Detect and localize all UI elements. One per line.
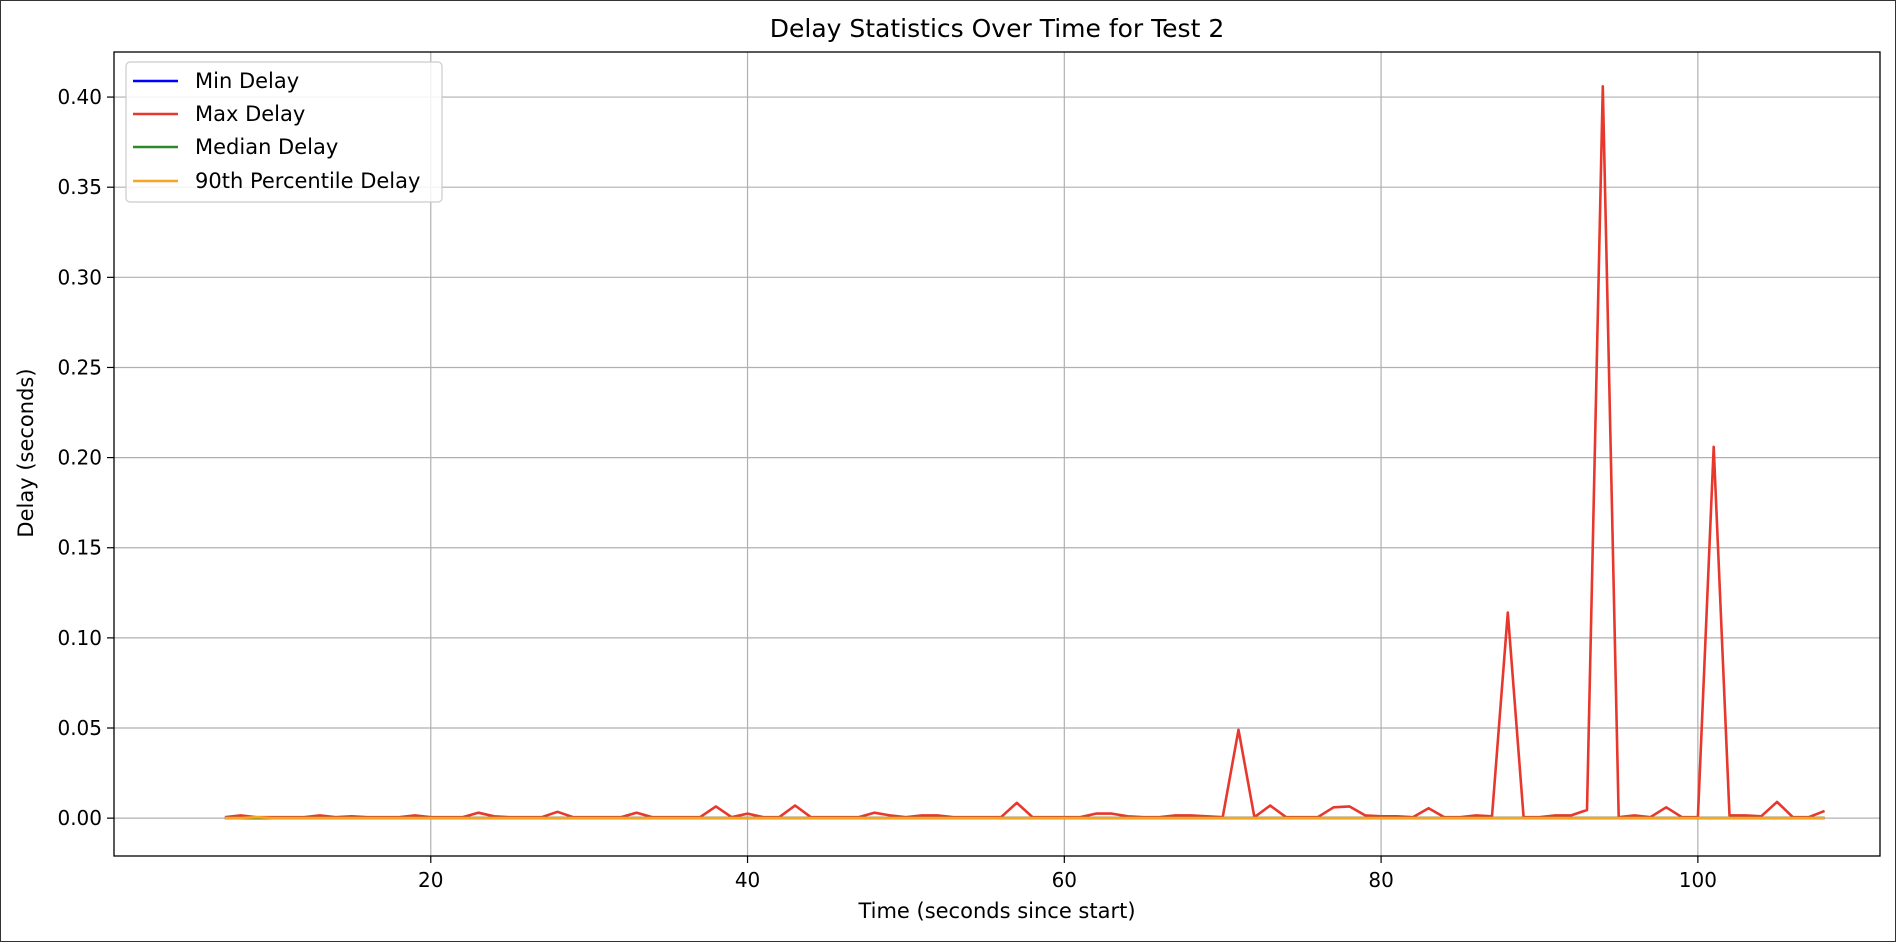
plot-area	[113, 51, 1881, 857]
y-tick-label: 0.35	[57, 175, 102, 199]
x-tick-label: 100	[1679, 868, 1717, 892]
x-tick-label: 80	[1368, 868, 1393, 892]
y-tick-label: 0.15	[57, 536, 102, 560]
x-tick-label: 40	[735, 868, 760, 892]
series-layer	[224, 85, 1826, 820]
y-tick-label: 0.00	[57, 806, 102, 830]
legend-label-90th-percentile-delay: 90th Percentile Delay	[195, 169, 420, 193]
series-line-90th-percentile-delay	[224, 815, 1825, 820]
x-tick-label: 60	[1052, 868, 1077, 892]
y-axis-label: Delay (seconds)	[14, 368, 38, 537]
series-line-max-delay	[224, 85, 1826, 819]
y-tick-label: 0.30	[57, 265, 102, 289]
chart-title: Delay Statistics Over Time for Test 2	[770, 14, 1224, 43]
y-tick-label: 0.10	[57, 626, 102, 650]
y-tick-label: 0.25	[57, 355, 102, 379]
legend-label-min-delay: Min Delay	[195, 69, 299, 93]
y-tick-label: 0.20	[57, 446, 102, 470]
y-axis-ticks: 0.00 0.05 0.10 0.15 0.20 0.25 0.30 0.35 0.40	[57, 85, 114, 830]
x-axis-label: Time (seconds since start)	[857, 899, 1135, 923]
legend-label-max-delay: Max Delay	[195, 102, 305, 126]
y-tick-label: 0.40	[57, 85, 102, 109]
legend: Min Delay Max Delay Median Delay 90th Pe…	[125, 61, 443, 203]
x-tick-label: 20	[418, 868, 443, 892]
legend-box	[125, 61, 443, 203]
legend-label-median-delay: Median Delay	[195, 135, 338, 159]
x-axis-ticks: 20 40 60 80 100	[418, 856, 1717, 892]
y-tick-label: 0.05	[57, 716, 102, 740]
